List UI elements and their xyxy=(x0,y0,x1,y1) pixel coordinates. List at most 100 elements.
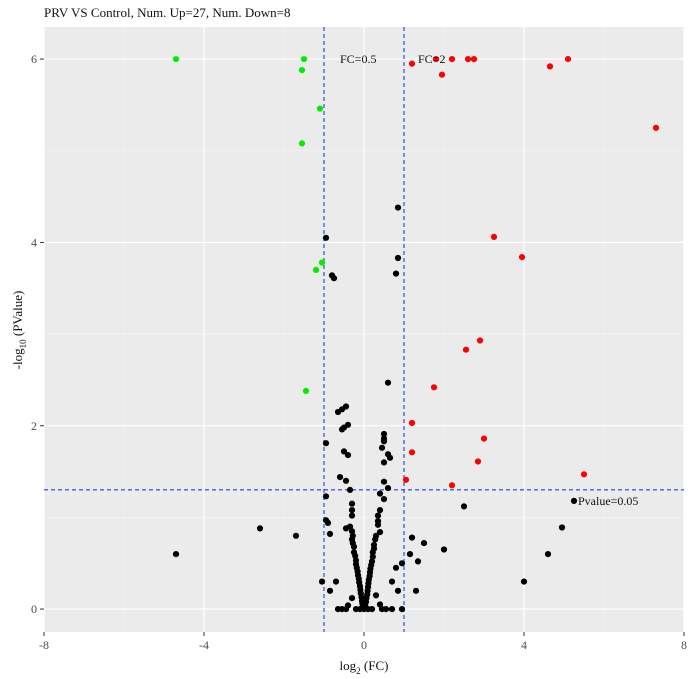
not-significant-point xyxy=(368,606,376,613)
not-significant-point xyxy=(440,546,448,553)
not-significant-point xyxy=(326,587,334,594)
not-significant-point xyxy=(350,543,358,550)
not-significant-point xyxy=(348,528,356,535)
down-regulated-point xyxy=(316,105,324,112)
not-significant-point xyxy=(406,551,414,558)
not-significant-point xyxy=(384,485,392,492)
down-regulated-point xyxy=(172,56,180,63)
up-regulated-point xyxy=(464,56,472,63)
y-tick-label: 0 xyxy=(31,602,37,616)
not-significant-point xyxy=(330,275,338,282)
not-significant-point xyxy=(388,578,396,585)
annotations: FC=0.5 FC=2 Pvalue=0.05 xyxy=(340,52,638,508)
down-regulated-point xyxy=(318,259,326,266)
y-axis-title: -log10 (PValue) xyxy=(10,291,28,370)
not-significant-point xyxy=(338,426,346,433)
annotation-label: FC=0.5 xyxy=(340,52,376,66)
not-significant-point xyxy=(334,606,342,613)
up-regulated-point xyxy=(564,56,572,63)
not-significant-point xyxy=(394,204,402,211)
y-tick-label: 4 xyxy=(31,235,37,249)
up-regulated-point xyxy=(476,337,484,344)
not-significant-point xyxy=(380,438,388,445)
not-significant-point xyxy=(348,512,356,519)
not-significant-point xyxy=(348,500,356,507)
up-regulated-point xyxy=(490,233,498,240)
not-significant-point xyxy=(408,534,416,541)
up-regulated-point xyxy=(546,63,554,70)
not-significant-point xyxy=(380,459,388,466)
down-regulated-point xyxy=(298,140,306,147)
not-significant-point xyxy=(348,507,356,514)
not-significant-point xyxy=(460,503,468,510)
not-significant-point xyxy=(348,595,356,602)
up-regulated-point xyxy=(438,71,446,78)
not-significant-point xyxy=(332,578,340,585)
not-significant-point xyxy=(380,496,388,503)
not-significant-point xyxy=(346,486,354,493)
x-tick-label: -8 xyxy=(39,638,49,652)
not-significant-point xyxy=(369,549,376,556)
not-significant-point xyxy=(326,530,334,538)
not-significant-point xyxy=(342,477,350,484)
up-regulated-point xyxy=(408,60,416,67)
not-significant-point xyxy=(334,408,342,416)
not-significant-point xyxy=(570,497,578,504)
x-tick-label: 0 xyxy=(361,638,367,652)
not-significant-point xyxy=(340,448,348,455)
not-significant-point xyxy=(378,444,386,451)
not-significant-point xyxy=(376,529,384,536)
up-regulated-point xyxy=(408,449,416,456)
down-regulated-point xyxy=(302,387,310,394)
y-tick-label: 2 xyxy=(31,419,37,433)
x-tick-label: -4 xyxy=(199,638,209,652)
down-regulated-point xyxy=(300,56,308,63)
y-tick-label: 6 xyxy=(31,52,37,66)
annotation-label: Pvalue=0.05 xyxy=(578,494,638,508)
threshold-lines xyxy=(44,27,684,632)
up-regulated-point xyxy=(402,476,410,483)
not-significant-point xyxy=(172,551,180,558)
not-significant-point xyxy=(352,606,360,613)
chart-title: PRV VS Control, Num. Up=27, Num. Down=8 xyxy=(44,5,290,20)
x-tick-label: 8 xyxy=(681,638,687,652)
up-regulated-point xyxy=(408,419,416,427)
not-significant-point xyxy=(372,592,380,599)
not-significant-point xyxy=(414,558,422,565)
not-significant-point xyxy=(398,560,406,567)
x-axis-ticks: -8 -4 0 4 8 xyxy=(39,632,687,652)
not-significant-point xyxy=(544,551,552,558)
not-significant-point xyxy=(318,578,326,585)
not-significant-point xyxy=(344,602,352,609)
not-significant-point xyxy=(374,512,382,519)
not-significant-point xyxy=(394,254,402,262)
not-significant-point xyxy=(376,601,384,608)
up-regulated-point xyxy=(480,435,488,442)
x-tick-label: 4 xyxy=(521,638,527,652)
annotation-label: FC=2 xyxy=(418,52,445,66)
not-significant-point xyxy=(336,474,344,481)
y-axis-ticks: 0 2 4 6 xyxy=(31,52,44,616)
not-significant-point xyxy=(322,440,330,447)
up-regulated-point xyxy=(652,124,660,131)
not-significant-point xyxy=(380,430,388,438)
not-significant-point xyxy=(324,519,332,527)
not-significant-point xyxy=(369,553,376,560)
not-significant-point xyxy=(322,234,330,241)
not-significant-point xyxy=(392,270,400,277)
x-axis-title: log2 (FC) xyxy=(340,658,389,676)
not-significant-point xyxy=(388,606,396,613)
not-significant-point xyxy=(380,478,388,485)
up-regulated-point xyxy=(448,56,456,63)
major-gridlines xyxy=(43,27,685,632)
down-regulated-point xyxy=(298,67,306,74)
down-regulated-point xyxy=(312,266,320,273)
not-significant-point xyxy=(392,564,400,571)
not-significant-point xyxy=(322,493,330,500)
up-regulated-point xyxy=(448,482,456,489)
not-significant-point xyxy=(382,606,390,613)
up-regulated-point xyxy=(580,471,588,478)
not-significant-point xyxy=(420,540,428,547)
up-regulated-point xyxy=(470,56,478,63)
